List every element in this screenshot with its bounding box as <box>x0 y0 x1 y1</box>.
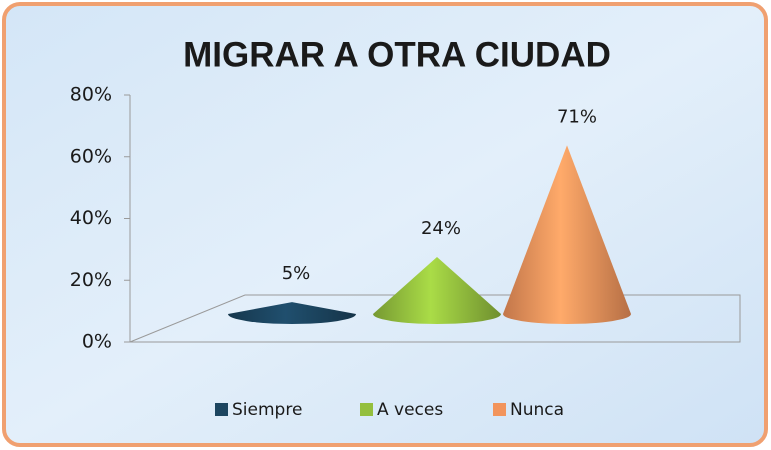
y-tick-label: 20% <box>70 269 112 291</box>
cone <box>503 145 631 324</box>
legend-label: Siempre <box>232 400 302 420</box>
y-tick-label: 80% <box>70 84 112 106</box>
y-tick-label: 0% <box>82 331 112 353</box>
chart-title: MIGRAR A OTRA CIUDAD <box>183 35 611 74</box>
y-tick-label: 40% <box>70 207 112 229</box>
value-label: 5% <box>282 263 311 284</box>
value-label: 71% <box>557 106 597 127</box>
floor <box>129 294 741 343</box>
legend-swatch <box>215 403 228 416</box>
cone <box>373 257 501 324</box>
legend-label: A veces <box>377 400 443 420</box>
legend-swatch <box>360 403 373 416</box>
legend-swatch <box>493 403 506 416</box>
value-label: 24% <box>421 218 461 239</box>
legend-label: Nunca <box>510 400 564 420</box>
cone <box>228 302 356 324</box>
y-tick-label: 60% <box>70 145 112 167</box>
